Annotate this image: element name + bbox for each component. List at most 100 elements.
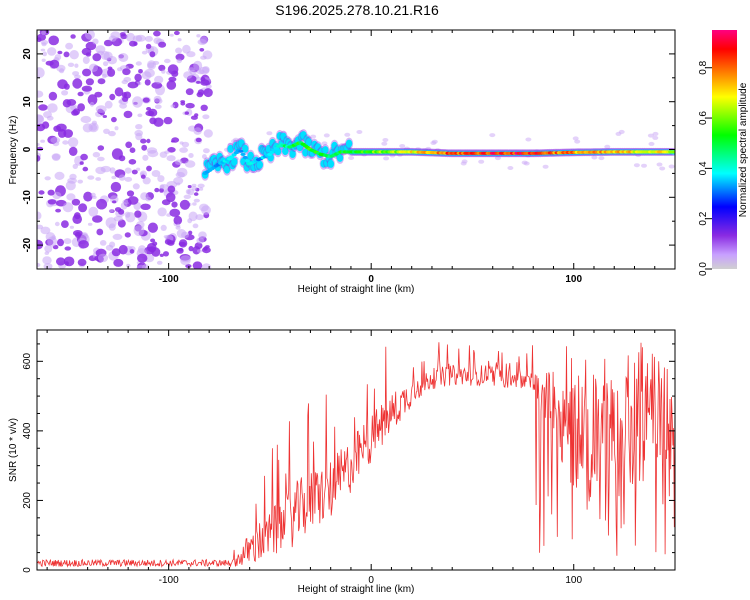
noise-speck bbox=[48, 91, 58, 101]
noise-speck bbox=[78, 240, 89, 249]
noise-speck bbox=[95, 177, 102, 181]
spectrogram-y-label: Frequency (Hz) bbox=[8, 116, 19, 185]
noise-speck bbox=[159, 151, 168, 158]
noise-speck bbox=[119, 103, 127, 109]
snr-area bbox=[37, 330, 675, 570]
noise-speck bbox=[104, 100, 113, 109]
noise-speck bbox=[153, 30, 161, 37]
noise-speck bbox=[88, 63, 99, 72]
noise-speck bbox=[193, 198, 200, 203]
colorbar-tick-label: 0.8 bbox=[698, 60, 709, 74]
noise-speck bbox=[41, 30, 46, 36]
x-tick-label: 0 bbox=[368, 575, 374, 586]
noise-speck bbox=[151, 170, 161, 177]
noise-speck bbox=[157, 175, 165, 183]
noise-speck bbox=[66, 193, 76, 201]
snr-frame bbox=[36, 329, 676, 571]
noise-speck bbox=[203, 88, 213, 98]
noise-speck bbox=[82, 166, 89, 172]
noise-speck bbox=[149, 51, 156, 58]
noise-speck bbox=[103, 61, 109, 67]
noise-speck bbox=[108, 209, 114, 213]
noise-speck bbox=[38, 104, 48, 111]
noise-speck bbox=[68, 146, 78, 156]
faint-speck bbox=[460, 161, 467, 166]
noise-speck bbox=[90, 192, 96, 198]
noise-speck bbox=[185, 88, 194, 96]
faint-speck bbox=[489, 133, 496, 138]
noise-speck bbox=[144, 35, 153, 42]
noise-speck bbox=[72, 71, 80, 76]
noise-speck bbox=[113, 215, 123, 222]
spectrogram-x-label: Height of straight line (km) bbox=[298, 284, 415, 295]
noise-speck bbox=[63, 238, 72, 245]
colorbar-tick-label: 0.4 bbox=[698, 161, 709, 175]
noise-speck bbox=[40, 226, 51, 235]
noise-speck bbox=[194, 113, 199, 117]
signal-outer bbox=[282, 147, 289, 156]
noise-speck bbox=[146, 165, 152, 172]
noise-speck bbox=[154, 75, 164, 84]
noise-speck bbox=[119, 32, 126, 37]
noise-speck bbox=[47, 236, 58, 247]
noise-speck bbox=[126, 263, 131, 268]
faint-speck bbox=[494, 156, 501, 161]
faint-speck bbox=[652, 135, 659, 140]
noise-speck bbox=[52, 153, 61, 161]
noise-speck bbox=[92, 38, 99, 45]
noise-speck bbox=[124, 232, 131, 238]
noise-speck bbox=[108, 35, 117, 42]
noise-speck bbox=[202, 154, 207, 160]
noise-speck bbox=[122, 96, 129, 102]
noise-speck bbox=[200, 104, 208, 112]
noise-speck bbox=[196, 249, 203, 253]
noise-speck bbox=[54, 221, 60, 227]
noise-speck bbox=[92, 53, 102, 62]
noise-speck bbox=[147, 222, 158, 233]
noise-speck bbox=[63, 256, 75, 267]
noise-speck bbox=[77, 179, 83, 184]
noise-speck bbox=[180, 255, 192, 263]
signal-outer bbox=[300, 131, 307, 140]
noise-speck bbox=[81, 47, 92, 56]
signal-outer bbox=[305, 138, 313, 147]
noise-speck bbox=[109, 93, 116, 101]
faint-speck bbox=[348, 156, 355, 160]
noise-speck bbox=[188, 211, 198, 222]
noise-speck bbox=[113, 258, 124, 267]
noise-speck bbox=[103, 39, 113, 47]
noise-speck bbox=[188, 230, 193, 235]
noise-speck bbox=[70, 34, 76, 39]
noise-speck bbox=[126, 32, 135, 42]
noise-speck bbox=[74, 63, 79, 68]
noise-speck bbox=[142, 154, 149, 161]
noise-speck bbox=[146, 138, 151, 144]
noise-speck bbox=[67, 137, 79, 148]
noise-speck bbox=[180, 101, 186, 106]
noise-speck bbox=[103, 128, 110, 134]
faint-speck bbox=[652, 131, 659, 136]
colorbar-label: Normalized spectral amplitude bbox=[738, 82, 749, 217]
noise-speck bbox=[56, 64, 66, 72]
noise-speck bbox=[71, 198, 81, 206]
noise-speck bbox=[88, 122, 99, 133]
x-tick-label: -100 bbox=[159, 575, 179, 586]
noise-speck bbox=[167, 185, 176, 193]
noise-speck bbox=[178, 239, 188, 248]
noise-speck bbox=[62, 202, 74, 213]
noise-speck bbox=[188, 153, 194, 158]
snr-ticks: -100 0 100 0 200 400 600 bbox=[22, 330, 675, 586]
faint-speck bbox=[381, 141, 388, 146]
noise-speck bbox=[152, 60, 160, 65]
noise-speck bbox=[85, 78, 94, 86]
x-tick-label: 100 bbox=[565, 575, 582, 586]
noise-speck bbox=[37, 211, 42, 220]
faint-speck bbox=[431, 139, 438, 144]
noise-speck bbox=[196, 34, 201, 38]
noise-speck bbox=[159, 253, 164, 257]
signal-outer bbox=[231, 157, 238, 166]
noise-speck bbox=[37, 155, 41, 162]
noise-speck bbox=[38, 190, 45, 195]
noise-speck bbox=[199, 203, 209, 212]
noise-speck bbox=[140, 138, 147, 144]
